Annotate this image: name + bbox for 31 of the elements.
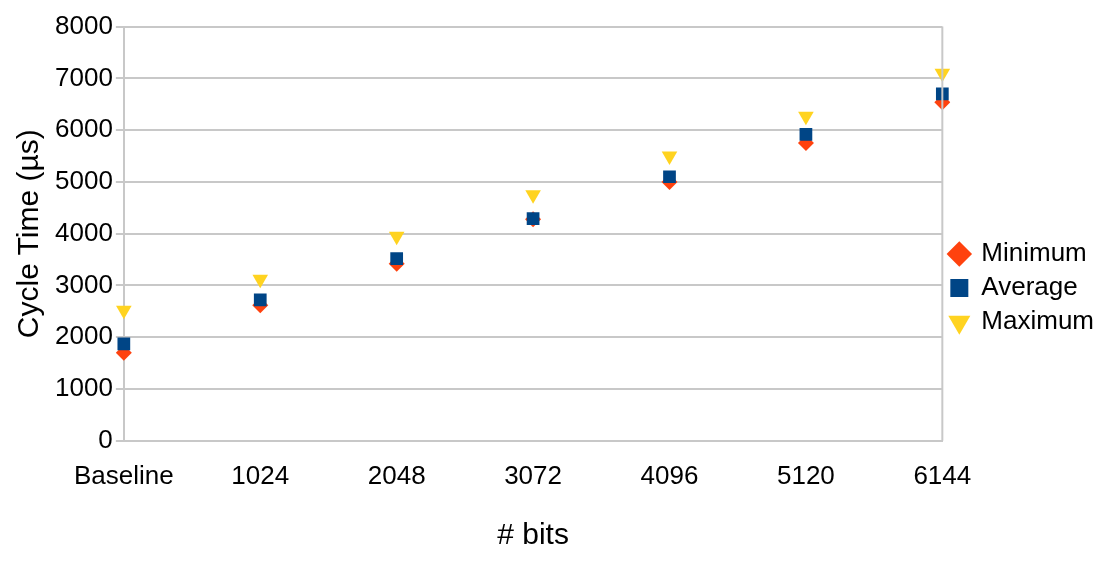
y-tick-label: 5000: [55, 165, 113, 196]
point: [388, 231, 405, 246]
y-tick-label: 8000: [55, 9, 113, 40]
point: [390, 252, 404, 265]
x-tick-label: 1024: [231, 459, 290, 490]
legend-label: Average: [981, 271, 1078, 302]
y-axis-title: Cycle Time (µs): [11, 129, 45, 339]
point: [798, 111, 814, 126]
x-tick-label: 5120: [776, 459, 835, 490]
legend-label: Minimum: [981, 237, 1087, 268]
point: [661, 151, 678, 166]
x-axis-title: # bits: [497, 517, 569, 551]
point: [253, 293, 267, 307]
y-tick-label: 0: [98, 423, 113, 454]
point: [663, 170, 676, 184]
y-tick-label: 4000: [55, 216, 113, 247]
x-tick-label: 2048: [367, 459, 426, 490]
legend-label: Maximum: [981, 305, 1094, 336]
y-tick-label: 1000: [55, 372, 113, 403]
point: [116, 305, 132, 320]
x-tick-label: 3072: [504, 459, 563, 490]
y-tick-label: 2000: [55, 320, 113, 351]
point: [525, 190, 541, 204]
point: [799, 127, 813, 141]
x-tick-label: 4096: [640, 459, 699, 490]
y-tick-label: 7000: [55, 61, 113, 92]
x-tick-label: Baseline: [73, 459, 174, 490]
x-tick-label: 6144: [913, 459, 972, 490]
y-tick-label: 6000: [55, 113, 113, 144]
point: [252, 274, 269, 289]
y-tick-label: 3000: [55, 268, 113, 299]
